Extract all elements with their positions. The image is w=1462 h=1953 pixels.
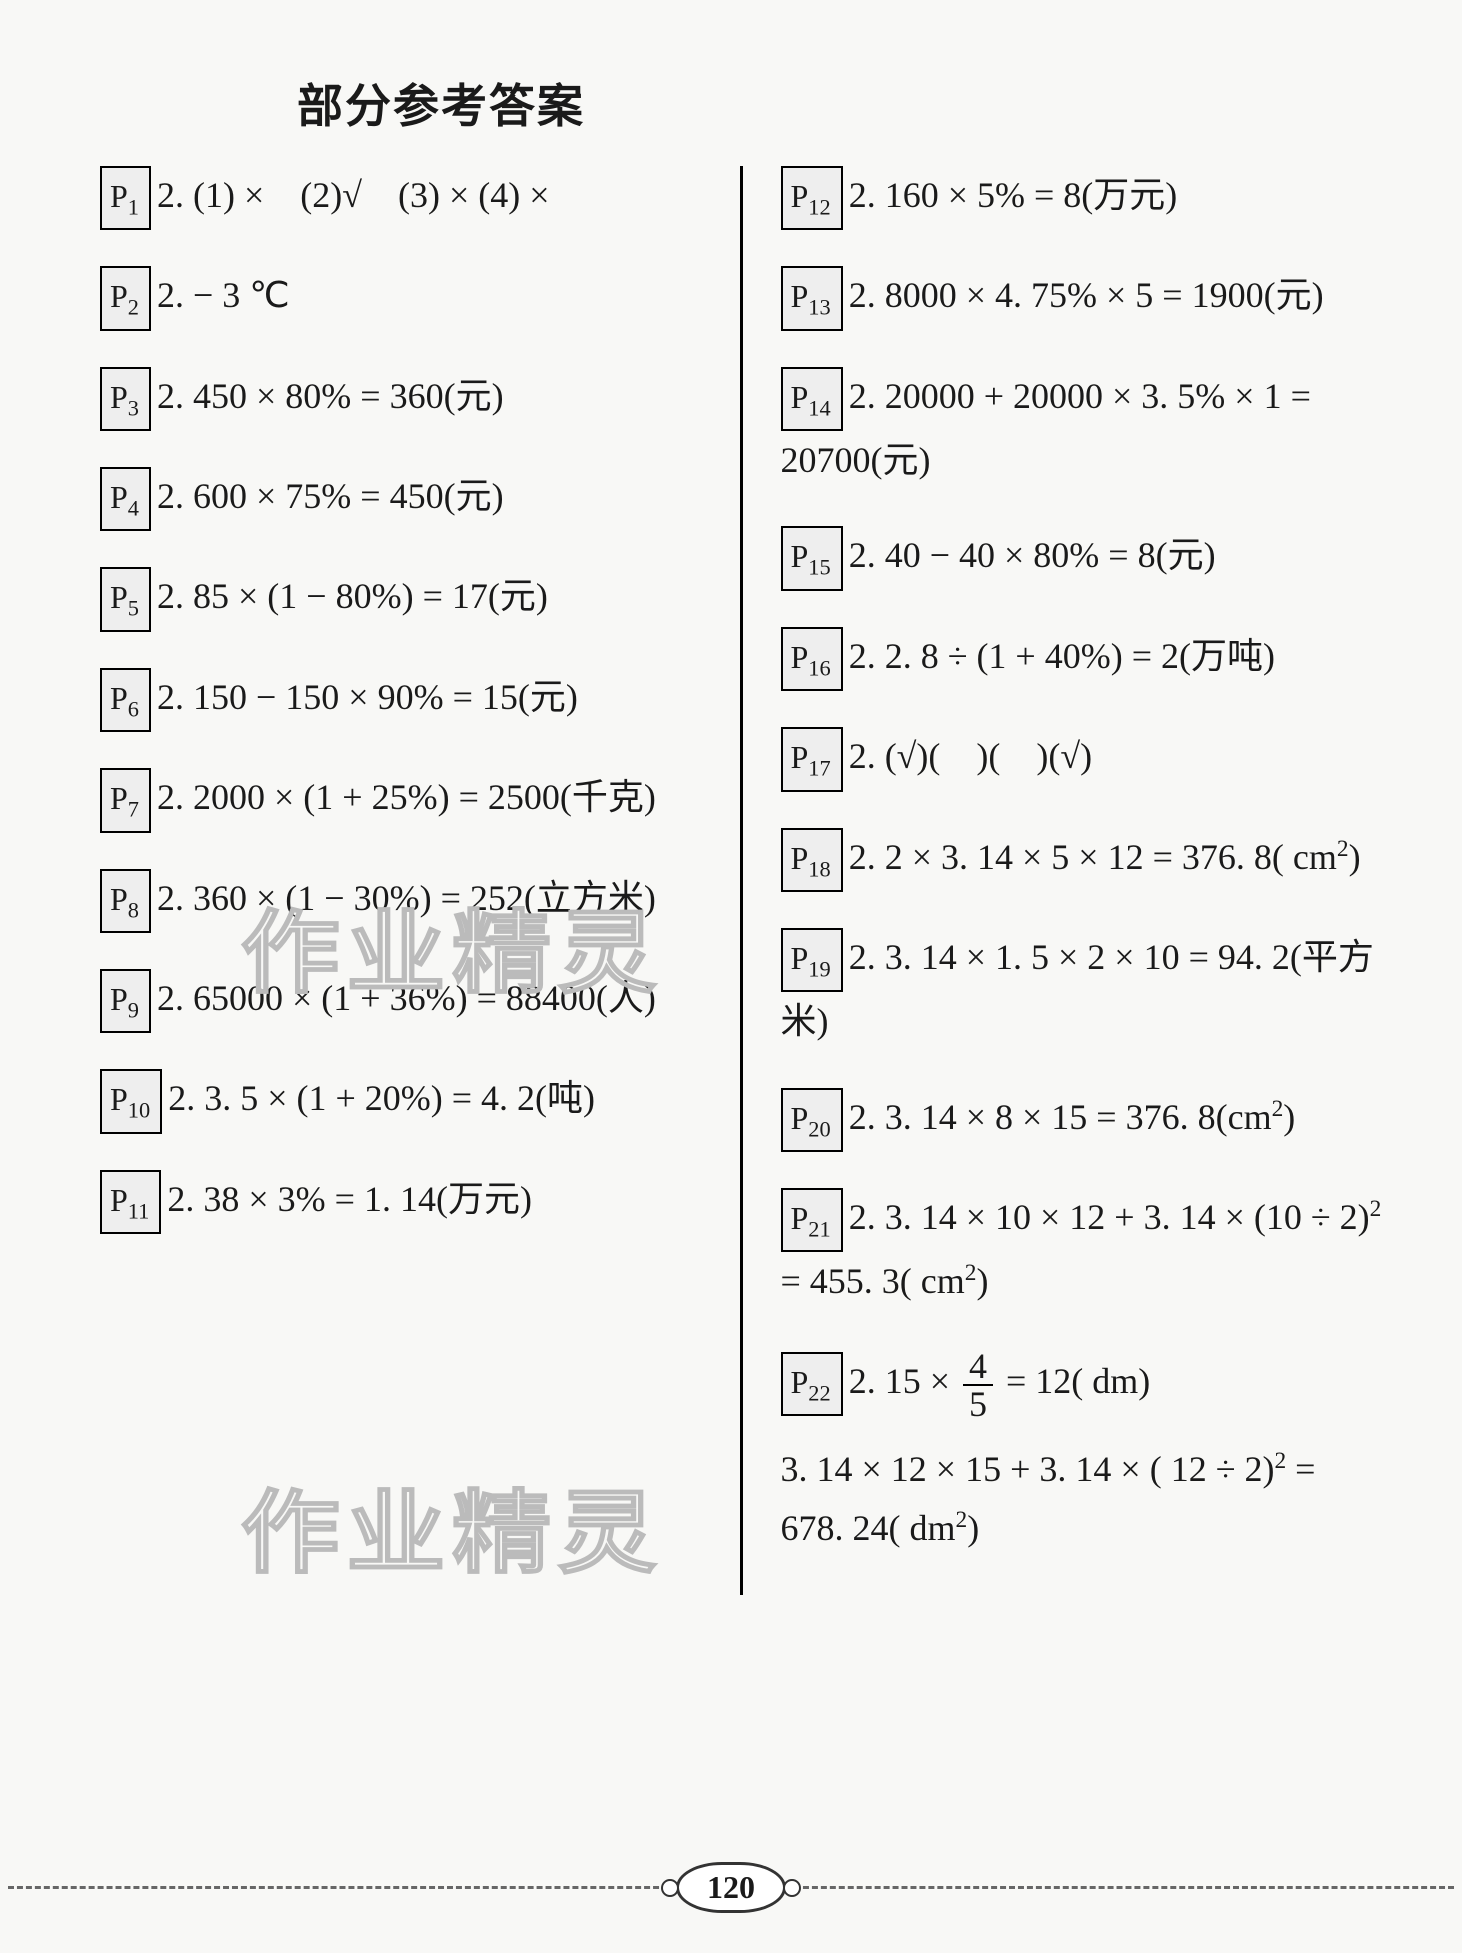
answer-text: 2. 40 − 40 × 80% = 8(元) <box>849 535 1216 575</box>
answer-entry: P22. − 3 ℃ <box>100 266 702 330</box>
answer-entry: P152. 40 − 40 × 80% = 8(元) <box>781 526 1383 590</box>
answer-entry: P142. 20000 + 20000 × 3. 5% × 1 = 20700(… <box>781 367 1383 491</box>
answer-entry: P222. 15 × 45 = 12( dm) 3. 14 × 12 × 15 +… <box>781 1348 1383 1559</box>
page-label: P14 <box>781 367 843 431</box>
page-label: P10 <box>100 1069 162 1133</box>
page-label: P11 <box>100 1170 161 1234</box>
dash-right <box>794 1886 1454 1889</box>
fraction: 45 <box>963 1348 993 1422</box>
answer-entry: P172. (√)( )( )(√) <box>781 727 1383 791</box>
page-label: P19 <box>781 928 843 992</box>
answer-text: 2. 3. 5 × (1 + 20%) = 4. 2(吨) <box>168 1078 595 1118</box>
page-label: P8 <box>100 869 151 933</box>
answer-entry: P212. 3. 14 × 10 × 12 + 3. 14 × (10 ÷ 2)… <box>781 1188 1383 1312</box>
answer-text: 2. 2000 × (1 + 25%) = 2500(千克) <box>157 777 656 817</box>
answer-entry: P112. 38 × 3% = 1. 14(万元) <box>100 1170 702 1234</box>
two-column-layout: P12. (1) × (2)√ (3) × (4) ×P22. − 3 ℃P32… <box>100 166 1382 1595</box>
page-footer: 120 <box>0 1862 1462 1913</box>
page-title: 部分参考答案 <box>100 70 1382 136</box>
answer-text: 2. 15 × 45 = 12( dm) <box>849 1361 1151 1401</box>
answer-text: 2. (1) × (2)√ (3) × (4) × <box>157 175 550 215</box>
right-column: P122. 160 × 5% = 8(万元) P132. 8000 × 4. 75… <box>781 166 1383 1595</box>
answer-entry: P62. 150 − 150 × 90% = 15(元) <box>100 668 702 732</box>
answer-entry: P92. 65000 × (1 + 36%) = 88400(人) <box>100 969 702 1033</box>
page-label: P21 <box>781 1188 843 1252</box>
page-label: P3 <box>100 367 151 431</box>
answer-text: 2. 600 × 75% = 450(元) <box>157 476 504 516</box>
page-label: P17 <box>781 727 843 791</box>
page-number: 120 <box>676 1862 786 1913</box>
answer-page: 部分参考答案 P12. (1) × (2)√ (3) × (4) × P22. −… <box>0 0 1462 1635</box>
column-divider <box>740 166 743 1595</box>
answer-text: 2. 3. 14 × 1. 5 × 2 × 10 = 94. 2(平方米) <box>781 937 1374 1041</box>
answer-entry: P82. 360 × (1 − 30%) = 252(立方米) <box>100 869 702 933</box>
answer-extra: 3. 14 × 12 × 15 + 3. 14 × ( 12 ÷ 2)2 = 6… <box>781 1440 1383 1559</box>
answer-entry: P122. 160 × 5% = 8(万元) <box>781 166 1383 230</box>
page-label: P20 <box>781 1088 843 1152</box>
page-label: P18 <box>781 828 843 892</box>
answer-text: 2. 85 × (1 − 80%) = 17(元) <box>157 576 548 616</box>
page-label: P22 <box>781 1352 843 1416</box>
answer-entry: P102. 3. 5 × (1 + 20%) = 4. 2(吨) <box>100 1069 702 1133</box>
answer-text: 2. 150 − 150 × 90% = 15(元) <box>157 677 578 717</box>
answer-text: 2. 450 × 80% = 360(元) <box>157 376 504 416</box>
answer-text: 2. 38 × 3% = 1. 14(万元) <box>167 1179 532 1219</box>
answer-text: 2. 160 × 5% = 8(万元) <box>849 175 1178 215</box>
pagenum-wrap: 120 <box>0 1862 1462 1913</box>
page-label: P9 <box>100 969 151 1033</box>
answer-text: 2. 65000 × (1 + 36%) = 88400(人) <box>157 978 656 1018</box>
answer-entry: P162. 2. 8 ÷ (1 + 40%) = 2(万吨) <box>781 627 1383 691</box>
page-label: P12 <box>781 166 843 230</box>
answer-text: 2. 2 × 3. 14 × 5 × 12 = 376. 8( cm2) <box>849 837 1361 877</box>
page-label: P15 <box>781 526 843 590</box>
answer-text: 2. 20000 + 20000 × 3. 5% × 1 = 20700(元) <box>781 376 1311 480</box>
page-label: P13 <box>781 266 843 330</box>
answer-entry: P12. (1) × (2)√ (3) × (4) × <box>100 166 702 230</box>
page-label: P6 <box>100 668 151 732</box>
page-label: P5 <box>100 567 151 631</box>
answer-entry: P192. 3. 14 × 1. 5 × 2 × 10 = 94. 2(平方米) <box>781 928 1383 1052</box>
page-label: P7 <box>100 768 151 832</box>
answer-text: 2. (√)( )( )(√) <box>849 736 1092 776</box>
answer-text: 2. 3. 14 × 10 × 12 + 3. 14 × (10 ÷ 2)2 =… <box>781 1197 1382 1301</box>
answer-text: 2. − 3 ℃ <box>157 275 290 315</box>
answer-entry: P132. 8000 × 4. 75% × 5 = 1900(元) <box>781 266 1383 330</box>
answer-entry: P72. 2000 × (1 + 25%) = 2500(千克) <box>100 768 702 832</box>
answer-entry: P182. 2 × 3. 14 × 5 × 12 = 376. 8( cm2) <box>781 828 1383 892</box>
answer-text: 2. 8000 × 4. 75% × 5 = 1900(元) <box>849 275 1324 315</box>
page-label: P1 <box>100 166 151 230</box>
answer-text: 2. 3. 14 × 8 × 15 = 376. 8(cm2) <box>849 1097 1296 1137</box>
left-column: P12. (1) × (2)√ (3) × (4) ×P22. − 3 ℃P32… <box>100 166 702 1595</box>
answer-entry: P42. 600 × 75% = 450(元) <box>100 467 702 531</box>
answer-text: 2. 2. 8 ÷ (1 + 40%) = 2(万吨) <box>849 636 1275 676</box>
answer-entry: P202. 3. 14 × 8 × 15 = 376. 8(cm2) <box>781 1088 1383 1152</box>
answer-entry: P32. 450 × 80% = 360(元) <box>100 367 702 431</box>
page-label: P16 <box>781 627 843 691</box>
page-label: P4 <box>100 467 151 531</box>
answer-entry: P52. 85 × (1 − 80%) = 17(元) <box>100 567 702 631</box>
page-label: P2 <box>100 266 151 330</box>
answer-text: 2. 360 × (1 − 30%) = 252(立方米) <box>157 878 656 918</box>
dash-left <box>8 1886 668 1889</box>
